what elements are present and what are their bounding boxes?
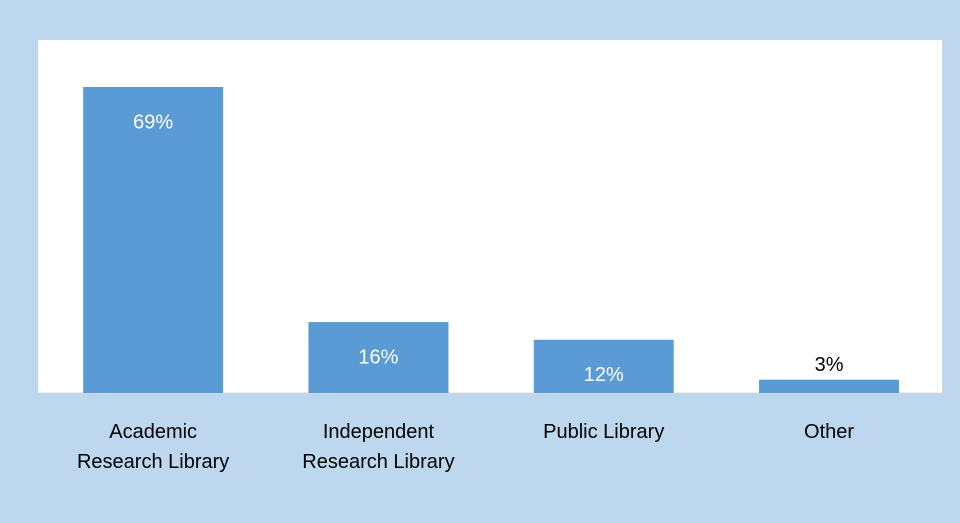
data-label: 16%: [358, 346, 398, 368]
x-tick-label: Other: [804, 421, 855, 443]
data-label: 12%: [584, 364, 624, 386]
bar: [308, 322, 449, 393]
data-label: 69%: [133, 111, 173, 133]
bar: [759, 379, 900, 393]
data-label: 3%: [815, 354, 844, 376]
bar: [533, 339, 674, 393]
x-tick-label: Academic Research Library: [76, 421, 230, 473]
x-tick-label: Independent Research Library: [302, 421, 455, 473]
x-tick-label: Public Library: [543, 421, 665, 443]
bar: [83, 87, 224, 393]
